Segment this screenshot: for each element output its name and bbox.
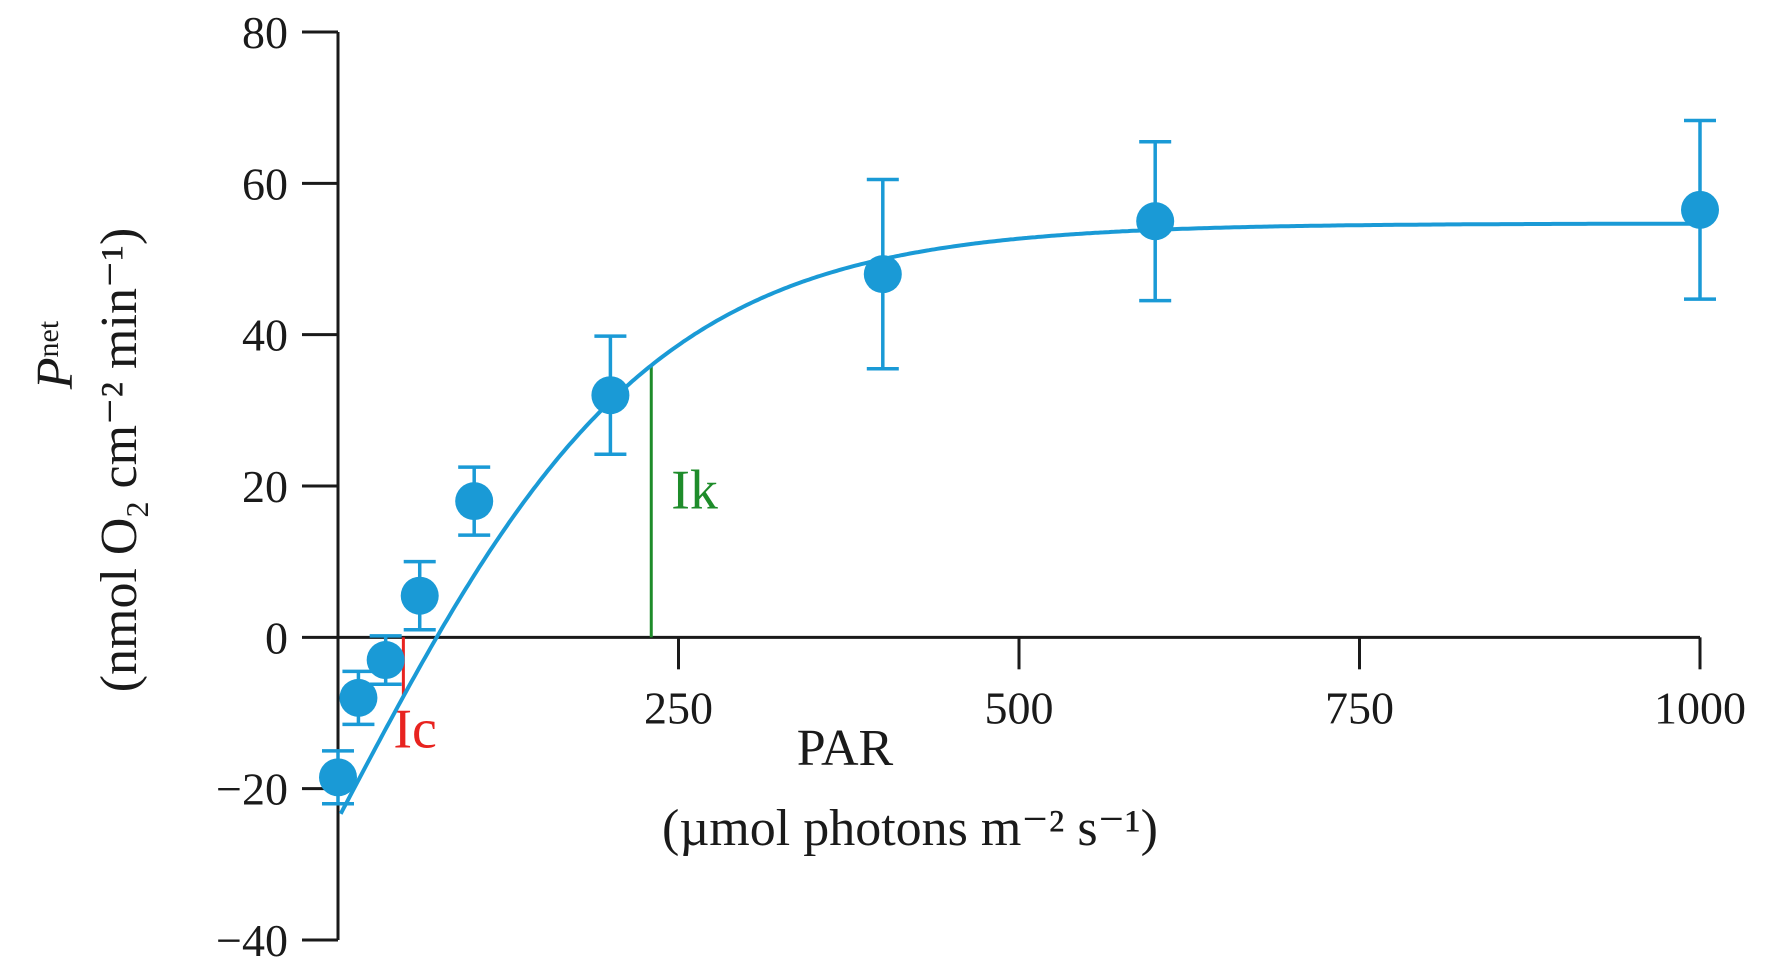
y-tick-label: 80 — [242, 7, 288, 58]
data-point — [863, 255, 902, 294]
data-point-group — [591, 334, 630, 456]
axes: 80 60 40 20 0 −20 −40 250 500 750 1000 — [216, 7, 1746, 966]
data-point — [1681, 190, 1719, 229]
y-axis-units-sub: 2 — [119, 502, 155, 518]
y-tick-label: 60 — [242, 158, 288, 209]
data-point — [400, 576, 439, 615]
data-point-group — [455, 465, 494, 537]
data-point — [319, 758, 357, 797]
fit-curve — [338, 221, 1700, 815]
data-point-group — [366, 634, 405, 686]
fit-curve-layer — [338, 221, 1700, 815]
y-tick-label: 40 — [242, 310, 288, 361]
y-tick-label: −40 — [216, 915, 288, 966]
x-tick-label: 250 — [644, 682, 713, 733]
x-tick-label: 750 — [1325, 682, 1394, 733]
y-tick-label: 20 — [242, 461, 288, 512]
data-point — [455, 482, 494, 521]
annotation-label-ic: Ic — [393, 698, 437, 760]
svg-text:Pnet: Pnet — [27, 320, 84, 390]
x-axis-title-line1: PAR — [797, 720, 894, 777]
data-point-group — [1681, 118, 1719, 301]
annotations: Ic Ik — [393, 365, 718, 760]
y-axis-units: (nmol O2 cm⁻² min⁻¹) — [91, 228, 155, 693]
y-axis-units-pre: (nmol O — [91, 518, 148, 693]
data-point-group — [1136, 139, 1175, 303]
y-axis-title: Pnet — [27, 320, 84, 390]
annotation-label-ik: Ik — [671, 460, 718, 522]
data-point-group — [339, 669, 378, 727]
y-axis-units-post: cm⁻² min⁻¹) — [91, 228, 148, 502]
y-tick-label: −20 — [216, 764, 288, 815]
data-point-group — [319, 749, 357, 806]
y-axis-subscript: net — [32, 320, 65, 357]
data-point — [591, 376, 630, 415]
svg-text:(nmol O2 cm⁻² min⁻¹): (nmol O2 cm⁻² min⁻¹) — [91, 228, 155, 693]
x-tick-label: 500 — [985, 682, 1054, 733]
data-point — [366, 641, 405, 680]
y-tick-label: 0 — [265, 612, 288, 663]
data-point-group — [863, 177, 902, 371]
data-point — [1136, 202, 1175, 241]
data-points — [319, 118, 1719, 806]
x-tick-label: 1000 — [1654, 682, 1746, 733]
x-axis-title-line2: (µmol photons m⁻² s⁻¹) — [662, 800, 1158, 857]
y-axis-symbol: P — [27, 357, 84, 390]
data-point — [339, 678, 378, 717]
data-point-group — [400, 559, 439, 632]
